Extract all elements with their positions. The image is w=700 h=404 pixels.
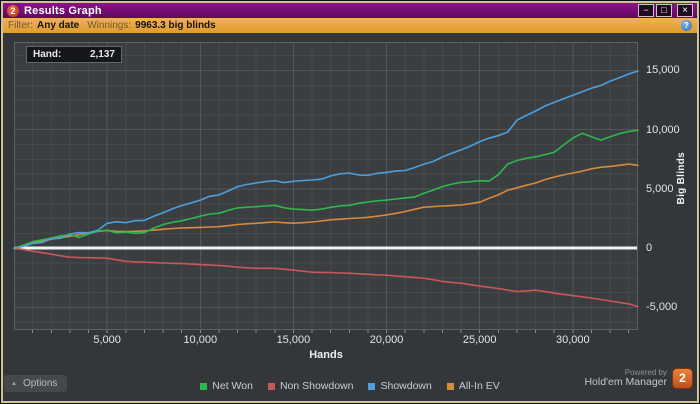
legend-swatch-non-showdown bbox=[267, 382, 275, 390]
y-axis-title: Big Blinds bbox=[676, 152, 687, 205]
y-tick-label: 10,000 bbox=[646, 123, 680, 136]
winnings-label: Winnings: bbox=[87, 20, 132, 31]
series-line-showdown bbox=[13, 70, 639, 249]
y-tick-label: 15,000 bbox=[646, 64, 680, 77]
legend-swatch-showdown bbox=[368, 382, 376, 390]
x-tick-label: 20,000 bbox=[369, 334, 404, 346]
y-tick-label: 0 bbox=[646, 242, 653, 255]
legend-label: Net Won bbox=[212, 380, 253, 392]
maximize-button[interactable]: □ bbox=[656, 4, 672, 17]
series-line-all-in-ev bbox=[13, 163, 639, 249]
x-tick-label: 15,000 bbox=[276, 334, 311, 346]
legend-label: All-In EV bbox=[458, 380, 500, 392]
brand-name: Hold'em Manager bbox=[584, 376, 667, 389]
series-line-non-showdown bbox=[13, 247, 639, 308]
legend-item-showdown[interactable]: Showdown bbox=[368, 380, 432, 392]
close-button[interactable]: × bbox=[677, 4, 693, 17]
filter-label: Filter: bbox=[8, 20, 33, 31]
legend-item-all-in-ev[interactable]: All-In EV bbox=[446, 380, 500, 392]
filter-value: Any date bbox=[37, 20, 80, 31]
x-tick-label: 10,000 bbox=[183, 334, 218, 346]
help-icon[interactable]: ? bbox=[681, 20, 692, 31]
legend-item-net-won[interactable]: Net Won bbox=[200, 380, 253, 392]
legend-label: Showdown bbox=[380, 380, 432, 392]
x-tick-label: 30,000 bbox=[555, 334, 590, 346]
powered-by: Powered by Hold'em Manager 2 bbox=[584, 368, 693, 389]
results-line-chart bbox=[13, 42, 639, 333]
chevron-up-icon: ▲ bbox=[11, 380, 17, 387]
hm2-app-icon: 2 bbox=[7, 4, 19, 17]
y-tick-label: 5,000 bbox=[646, 182, 674, 195]
window-title: Results Graph bbox=[24, 4, 102, 17]
options-button-label: Options bbox=[22, 378, 58, 389]
hm2-brand-badge-icon: 2 bbox=[672, 368, 693, 389]
x-axis-title: Hands bbox=[309, 349, 343, 361]
title-bar: 2 Results Graph − □ × bbox=[3, 3, 697, 18]
legend-swatch-all-in-ev bbox=[446, 382, 454, 390]
chart-legend: Net Won Non Showdown Showdown All-In EV bbox=[0, 378, 700, 394]
winnings-value: 9963.3 big blinds bbox=[135, 20, 216, 31]
filter-bar[interactable]: Filter: Any date Winnings: 9963.3 big bl… bbox=[3, 18, 697, 33]
hand-tooltip-label: Hand: bbox=[33, 49, 62, 60]
hand-tooltip-value: 2,137 bbox=[89, 49, 115, 60]
x-tick-label: 25,000 bbox=[462, 334, 497, 346]
x-tick-label: 5,000 bbox=[93, 334, 121, 346]
series-line-net-won bbox=[13, 129, 639, 249]
legend-swatch-net-won bbox=[200, 382, 208, 390]
chart-plot-area[interactable] bbox=[13, 42, 639, 333]
window-controls: − □ × bbox=[638, 4, 693, 17]
legend-label: Non Showdown bbox=[279, 380, 354, 392]
y-tick-label: -5,000 bbox=[646, 301, 678, 314]
options-button[interactable]: ▲ Options bbox=[4, 375, 68, 392]
minimize-button[interactable]: − bbox=[638, 4, 654, 17]
legend-item-non-showdown[interactable]: Non Showdown bbox=[267, 380, 354, 392]
powered-by-text: Powered by bbox=[624, 367, 667, 377]
hand-tooltip: Hand: 2,137 bbox=[26, 46, 122, 63]
